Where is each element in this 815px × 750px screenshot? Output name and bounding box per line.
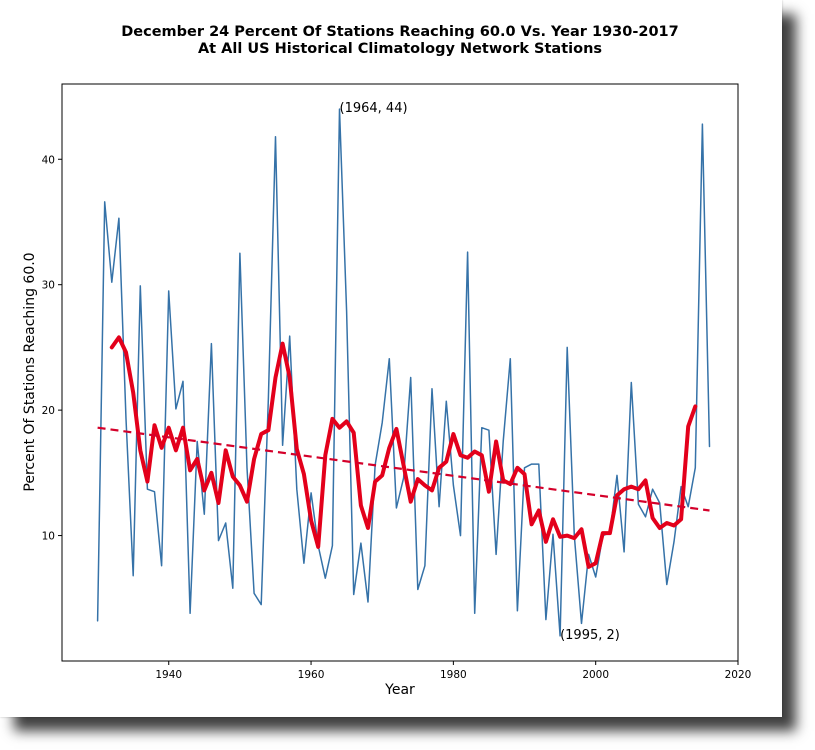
series-line-annual	[96, 108, 711, 637]
x-tick-label: 1980	[440, 669, 467, 681]
x-tick-label: 2000	[582, 669, 609, 681]
figure-card	[0, 0, 782, 717]
series-line-smoothed	[109, 335, 698, 569]
series-line-trend	[97, 426, 710, 512]
y-tick-label: 10	[42, 531, 55, 543]
x-tick-label: 1960	[298, 669, 325, 681]
annotation-label: (1995, 2)	[560, 628, 620, 643]
y-tick-label: 30	[42, 280, 55, 292]
annotation-label: (1964, 44)	[340, 101, 408, 116]
x-tick-label: 2020	[725, 669, 752, 681]
plot-area	[61, 83, 739, 662]
line-chart: 1940 1960 1980 2000 2020 10 20 30 40 (1964, 44) (…	[22, 83, 752, 698]
y-tick-label: 20	[42, 405, 55, 417]
chart-title-block: December 24 Percent Of Stations Reaching…	[0, 24, 800, 58]
y-tick-label: 40	[42, 154, 55, 166]
x-axis-label: Year	[384, 682, 415, 698]
x-tick-label: 1940	[155, 669, 182, 681]
chart-subtitle: At All US Historical Climatology Network…	[197, 41, 603, 57]
y-axis-label: Percent Of Stations Reaching 60.0	[22, 252, 38, 491]
chart-title: December 24 Percent Of Stations Reaching…	[121, 24, 679, 40]
